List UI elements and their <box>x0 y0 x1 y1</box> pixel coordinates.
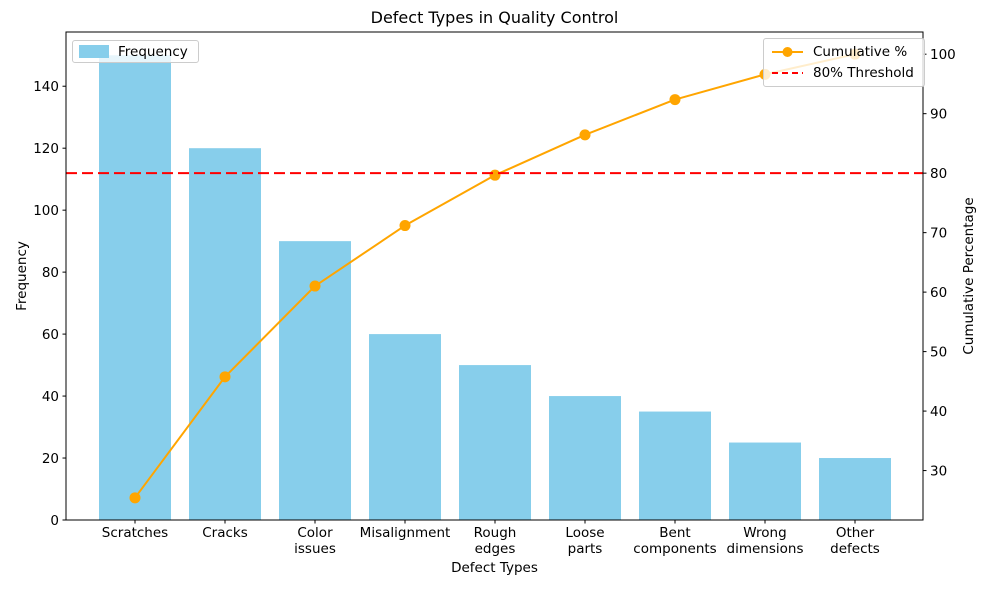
bar-other-defects <box>819 458 891 520</box>
right-tick-label: 30 <box>930 463 947 479</box>
x-tick-label-cracks: Cracks <box>202 525 248 541</box>
right-tick-label: 60 <box>930 285 947 301</box>
legend-cumulative-label: Cumulative % <box>813 44 908 60</box>
cumulative-point-rough-edges <box>489 169 501 181</box>
legend-cumulative: Cumulative % 80% Threshold <box>763 38 925 87</box>
cumulative-point-cracks <box>219 371 231 383</box>
left-tick-label: 140 <box>33 79 59 95</box>
right-tick-label: 80 <box>930 166 947 182</box>
left-axis-title: Frequency <box>14 241 30 311</box>
left-tick-label: 120 <box>33 141 59 157</box>
bar-loose-parts <box>549 396 621 520</box>
bar-cracks <box>189 148 261 520</box>
legend-frequency: Frequency <box>72 40 199 63</box>
threshold-dash-icon <box>772 72 803 74</box>
left-tick-label: 60 <box>42 327 59 343</box>
bar-rough-edges <box>459 365 531 520</box>
bar-wrong-dimensions <box>729 442 801 520</box>
right-tick-label: 100 <box>930 47 956 63</box>
cumulative-point-scratches <box>129 492 141 504</box>
chart-title: Defect Types in Quality Control <box>370 8 619 27</box>
legend-threshold-label: 80% Threshold <box>813 65 914 81</box>
right-tick-label: 40 <box>930 404 947 420</box>
left-tick-label: 0 <box>50 513 59 529</box>
left-tick-label: 100 <box>33 203 59 219</box>
legend-row-cumulative: Cumulative % <box>771 42 914 62</box>
left-tick-label: 20 <box>42 451 59 467</box>
right-axis-title: Cumulative Percentage <box>961 197 977 355</box>
x-tick-label-other-defects: Other defects <box>830 525 880 557</box>
x-tick-label-loose-parts: Loose parts <box>565 525 604 557</box>
x-tick-label-rough-edges: Rough edges <box>474 525 517 557</box>
cumulative-point-misalignment <box>399 220 411 232</box>
cumulative-line-icon <box>772 47 803 57</box>
right-tick-label: 50 <box>930 344 947 360</box>
x-tick-label-color-issues: Color issues <box>294 525 336 557</box>
left-tick-label: 80 <box>42 265 59 281</box>
bar-misalignment <box>369 334 441 520</box>
frequency-swatch-icon <box>79 45 109 58</box>
cumulative-point-bent-components <box>669 94 681 106</box>
right-tick-label: 90 <box>930 106 947 122</box>
bar-bent-components <box>639 411 711 520</box>
legend-frequency-label: Frequency <box>118 43 188 60</box>
bar-scratches <box>99 55 171 520</box>
x-tick-label-scratches: Scratches <box>102 525 168 541</box>
left-tick-label: 40 <box>42 389 59 405</box>
cumulative-point-color-issues <box>309 280 321 292</box>
plot-border <box>65 31 924 521</box>
legend-row-threshold: 80% Threshold <box>771 63 914 83</box>
x-axis-title: Defect Types <box>451 560 538 576</box>
right-tick-label: 70 <box>930 225 947 241</box>
cumulative-point-loose-parts <box>579 129 591 141</box>
x-tick-label-bent-components: Bent components <box>633 525 716 557</box>
x-tick-label-misalignment: Misalignment <box>360 525 451 541</box>
x-tick-label-wrong-dimensions: Wrong dimensions <box>727 525 804 557</box>
